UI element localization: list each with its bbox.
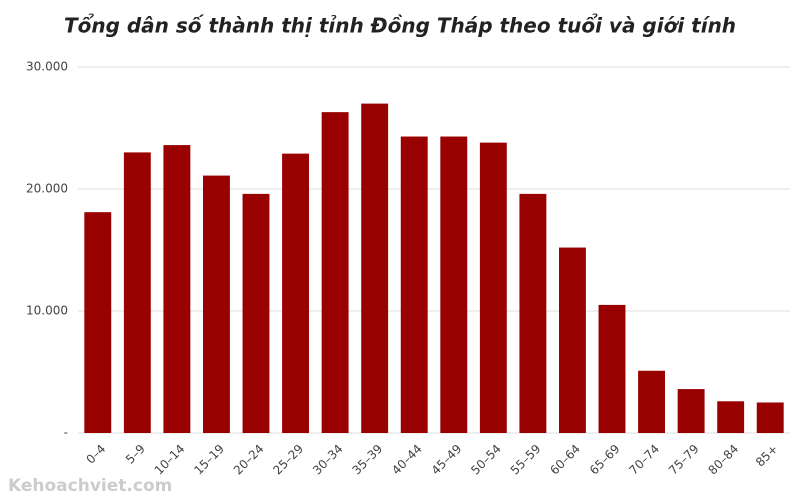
bar bbox=[163, 145, 191, 433]
chart-title: Tổng dân số thành thị tỉnh Đồng Tháp the… bbox=[64, 14, 736, 38]
watermark: Kehoachviet.com bbox=[8, 476, 172, 496]
x-tick-label: 70–74 bbox=[626, 442, 662, 478]
x-tick-label: 55–59 bbox=[508, 442, 544, 478]
x-tick-label: 10–14 bbox=[152, 442, 188, 478]
y-tick-label: 30.000 bbox=[26, 60, 68, 74]
x-tick-label: 5–9 bbox=[123, 442, 148, 467]
bar bbox=[479, 142, 507, 433]
x-tick-label: 45–49 bbox=[429, 442, 465, 478]
bar bbox=[638, 370, 666, 433]
bar bbox=[282, 153, 310, 433]
x-tick-label: 65–69 bbox=[587, 442, 623, 478]
bar bbox=[202, 175, 230, 433]
y-tick-label: 20.000 bbox=[26, 182, 68, 196]
bar bbox=[519, 193, 547, 433]
x-tick-label: 80–84 bbox=[706, 442, 742, 478]
x-tick-label: 60–64 bbox=[547, 442, 583, 478]
bar bbox=[242, 193, 270, 433]
bar bbox=[717, 401, 745, 433]
bar bbox=[84, 212, 112, 433]
x-tick-label: 15–19 bbox=[191, 442, 227, 478]
bar bbox=[558, 247, 586, 433]
x-tick-label: 40–44 bbox=[389, 442, 425, 478]
bar bbox=[400, 136, 428, 434]
bar bbox=[677, 389, 705, 433]
x-tick-label: 20–24 bbox=[231, 442, 267, 478]
bar bbox=[123, 152, 151, 433]
x-tick-label: 0–4 bbox=[83, 442, 108, 467]
x-tick-label: 85+ bbox=[753, 442, 781, 470]
x-tick-label: 30–34 bbox=[310, 442, 346, 478]
x-tick-label: 50–54 bbox=[468, 442, 504, 478]
bar bbox=[440, 136, 468, 434]
x-tick-label: 35–39 bbox=[350, 442, 386, 478]
x-tick-label: 25–29 bbox=[270, 442, 306, 478]
bar bbox=[756, 402, 784, 433]
bar bbox=[598, 304, 626, 433]
y-tick-label: - bbox=[64, 426, 68, 440]
bar bbox=[361, 103, 389, 433]
x-tick-label: 75–79 bbox=[666, 442, 702, 478]
bar bbox=[321, 112, 349, 433]
y-tick-label: 10.000 bbox=[26, 304, 68, 318]
